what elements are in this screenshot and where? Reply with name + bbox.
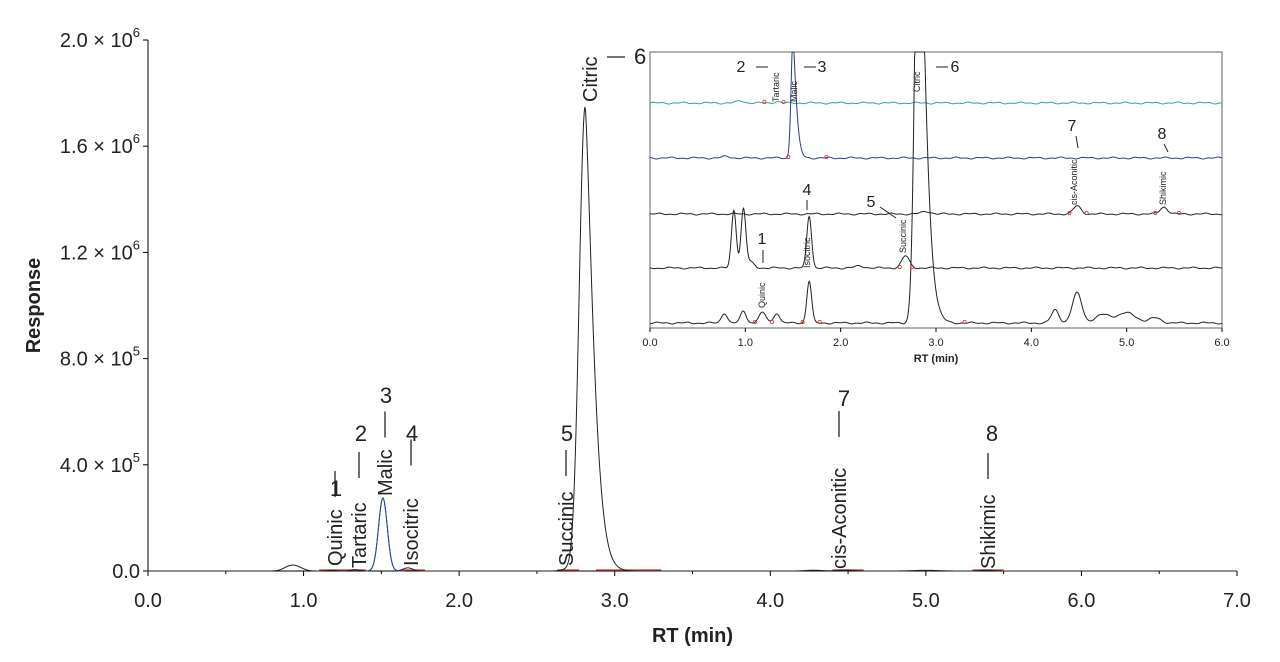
y-tick-exponent: 6 xyxy=(133,131,140,146)
inset-trace xyxy=(649,51,1223,160)
inset-peak-number: 4 xyxy=(803,182,812,199)
inset-peak-number: 5 xyxy=(867,194,876,211)
peak-label-name: Citric xyxy=(580,56,602,102)
inset-trace xyxy=(649,100,1223,105)
inset-x-tick-label: 3.0 xyxy=(928,337,943,349)
y-tick-mantissa: 1.6 × 10 xyxy=(60,136,133,158)
peak-label-name: Malic xyxy=(375,449,397,496)
y-tick-mantissa: 2.0 × 10 xyxy=(60,30,133,52)
inset-baseline-marker xyxy=(824,154,829,159)
inset-peak-name: Quinic xyxy=(757,282,767,308)
inset-x-axis-title: RT (min) xyxy=(914,353,959,365)
inset-baseline-marker xyxy=(1067,210,1072,215)
peak-label-name: Succinic xyxy=(556,492,578,566)
x-tick-label: 5.0 xyxy=(912,590,940,612)
x-tick-label: 4.0 xyxy=(756,590,784,612)
inset-peak-name: Citric xyxy=(912,71,922,92)
peak-label-name: Shikimic xyxy=(978,495,1000,569)
inset-peak-name: cis-Aconitic xyxy=(1069,159,1079,205)
inset-baseline-marker xyxy=(781,100,786,105)
malic-peak-overlay xyxy=(365,497,405,572)
peak-label-number: 2 xyxy=(355,421,367,446)
inset-x-tick-label: 6.0 xyxy=(1214,337,1229,349)
y-tick-label: 1.2 × 106 xyxy=(60,237,140,264)
inset-baseline-marker xyxy=(1084,210,1089,215)
x-tick-label: 0.0 xyxy=(134,590,162,612)
inset-trace xyxy=(649,207,1223,270)
y-tick-label: 0.0 xyxy=(112,561,140,583)
y-tick-exponent: 5 xyxy=(133,344,140,359)
y-tick-mantissa: 4.0 × 10 xyxy=(60,455,133,477)
y-tick-label: 2.0 × 106 xyxy=(60,25,140,52)
inset-peak-dash xyxy=(1075,135,1079,149)
inset-x-tick-label: 4.0 xyxy=(1024,337,1039,349)
inset-baseline-marker xyxy=(752,319,757,324)
y-tick-mantissa: 0.0 xyxy=(112,561,140,583)
inset-baseline-marker xyxy=(1177,210,1182,215)
x-tick-label: 2.0 xyxy=(445,590,473,612)
inset-x-tick-label: 0.0 xyxy=(642,337,657,349)
inset-baseline-marker xyxy=(910,264,915,269)
inset-peak-number: 6 xyxy=(951,59,960,76)
y-tick-exponent: 6 xyxy=(133,25,140,40)
y-axis-title: Response xyxy=(23,258,45,354)
x-tick-label: 6.0 xyxy=(1068,590,1096,612)
inset-baseline-marker xyxy=(800,319,805,324)
inset-baseline-marker xyxy=(1153,210,1158,215)
peak-label-name: Quinic xyxy=(325,509,347,566)
peak-label-number: 5 xyxy=(561,421,573,446)
inset-peak-number: 3 xyxy=(818,59,827,76)
inset-peak-number: 7 xyxy=(1068,118,1077,135)
x-tick-label: 7.0 xyxy=(1223,590,1251,612)
inset-baseline-marker xyxy=(786,154,791,159)
peak-label-number: 1 xyxy=(330,476,342,501)
peak-label-number: 8 xyxy=(986,421,998,446)
y-tick-label: 4.0 × 105 xyxy=(60,450,140,477)
peak-label-name: cis-Aconitic xyxy=(829,468,851,569)
peak-label-number: 4 xyxy=(406,421,418,446)
inset-peak-number: 1 xyxy=(758,231,767,248)
inset-x-tick-label: 1.0 xyxy=(738,337,753,349)
main-chart: 0.0 1.0 2.0 3.0 4.0 5.0 6.0 7.00.04.0 × 1058.0 … xyxy=(23,25,1251,647)
inset-peak-name: Malic xyxy=(789,80,799,102)
inset-baseline-marker xyxy=(962,319,967,324)
inset-frame xyxy=(649,51,1223,329)
y-tick-mantissa: 1.2 × 10 xyxy=(60,242,133,264)
x-axis-title: RT (min) xyxy=(652,625,733,647)
inset-peak-number: 2 xyxy=(737,59,746,76)
y-tick-exponent: 6 xyxy=(133,237,140,252)
inset-trace xyxy=(649,51,1223,325)
inset-baseline-marker xyxy=(817,319,822,324)
inset-x-tick-label: 5.0 xyxy=(1119,337,1134,349)
inset-chart: 0.0 1.0 2.0 3.0 4.0 5.0 6.0 RT (min) Tartaric 2 Ma… xyxy=(642,51,1230,365)
peak-label-number: 7 xyxy=(838,386,850,411)
inset-x-tick-label: 2.0 xyxy=(833,337,848,349)
y-tick-mantissa: 8.0 × 10 xyxy=(60,349,133,371)
y-tick-label: 8.0 × 105 xyxy=(60,344,140,371)
chromatogram-trace xyxy=(148,106,1237,572)
inset-peak-dash xyxy=(879,206,897,219)
inset-peak-name: Isocitric xyxy=(802,237,812,268)
inset-peak-name: Tartaric xyxy=(771,72,781,102)
inset-peak-name: Shikimic xyxy=(1158,171,1168,205)
inset-baseline-marker xyxy=(897,264,902,269)
peak-label-name: Isocitric xyxy=(401,498,423,566)
x-tick-label: 1.0 xyxy=(290,590,318,612)
y-tick-label: 1.6 × 106 xyxy=(60,131,140,158)
inset-peak-number: 8 xyxy=(1158,126,1167,143)
peak-label-number: 6 xyxy=(634,44,646,69)
peak-label-number: 3 xyxy=(380,383,392,408)
inset-trace xyxy=(650,205,1223,216)
x-tick-label: 3.0 xyxy=(601,590,629,612)
inset-baseline-marker xyxy=(770,319,775,324)
y-tick-exponent: 5 xyxy=(133,450,140,465)
inset-baseline-marker xyxy=(762,100,767,105)
inset-peak-dash xyxy=(1163,143,1169,153)
inset-peak-name: Succinic xyxy=(898,219,908,253)
peak-label-name: Tartaric xyxy=(349,502,371,568)
